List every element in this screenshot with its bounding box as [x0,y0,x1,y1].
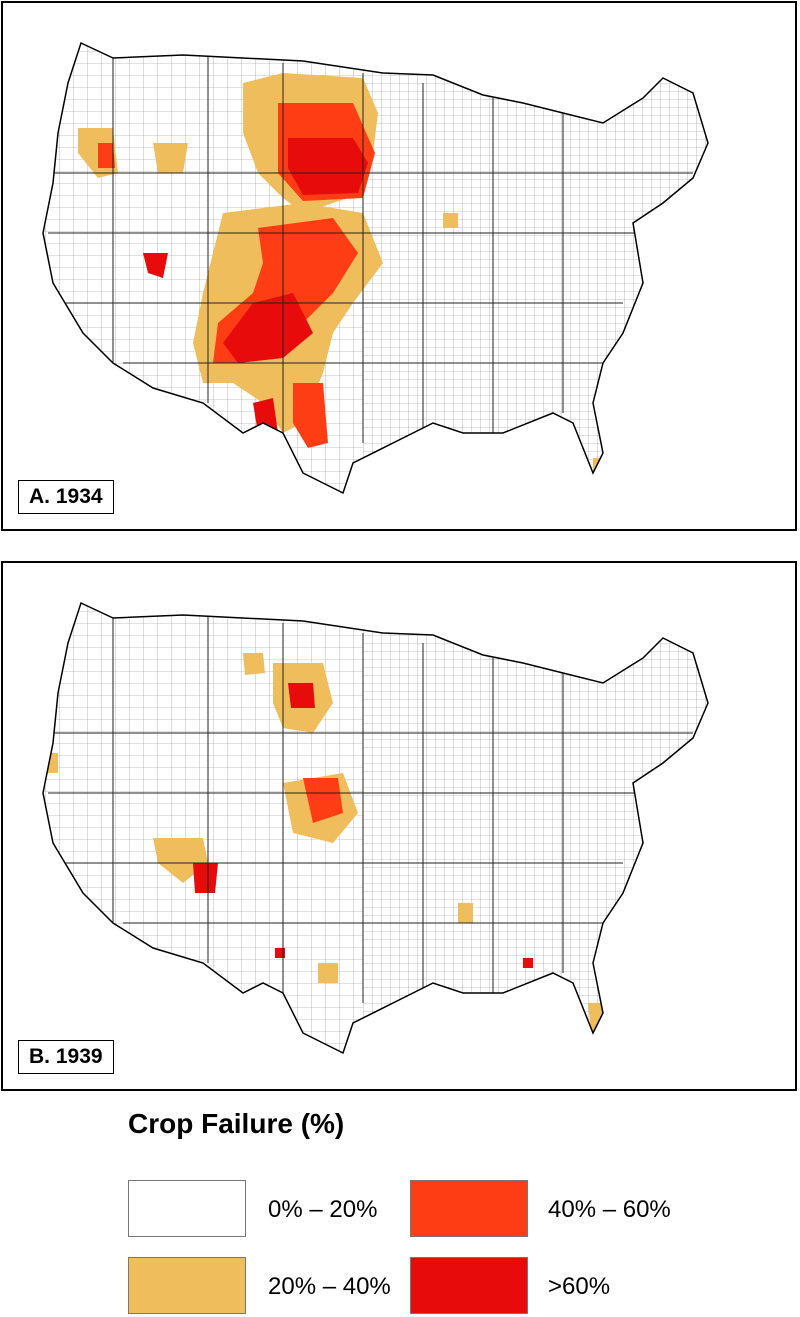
legend-label-over-60: >60% [548,1273,611,1300]
failure-region-dakotas-severe [288,138,368,195]
map-panel-1934: A. 1934 [1,1,797,531]
panel-label-1934: A. 1934 [18,480,114,514]
failure-region-kansas-high [303,778,343,823]
failure-region-southern-plains-severe [223,293,313,363]
failure-region-nevada [143,253,168,278]
legend-swatch-0-20 [128,1180,246,1237]
failure-region-montana [243,653,265,675]
legend-label-20-40: 20% – 40% [268,1273,391,1300]
failure-region-florida-panhandle [523,958,533,968]
failure-region-mississippi [458,903,473,923]
legend-title: Crop Failure (%) [128,1108,345,1139]
legend-label-0-20: 0% – 20% [268,1196,378,1223]
failure-region-idaho [153,143,188,173]
legend-swatch-over-60 [410,1257,528,1314]
failure-region-oregon-high [98,143,115,168]
failure-region-dakotas-severe [288,683,315,708]
map-panel-1939: B. 1939 [1,561,797,1091]
us-map-1939 [42,601,709,1055]
failure-region-arizona-severe [193,863,218,893]
panel-label-1939: B. 1939 [18,1040,114,1074]
legend-swatch-40-60 [410,1180,528,1237]
legend-swatch-20-40 [128,1257,246,1314]
failure-region-midwest-small [443,213,458,228]
failure-region-texas-high [293,383,328,448]
failure-region-texas [318,963,338,983]
legend-label-40-60: 40% – 60% [548,1196,671,1223]
us-map-1934 [42,41,709,495]
